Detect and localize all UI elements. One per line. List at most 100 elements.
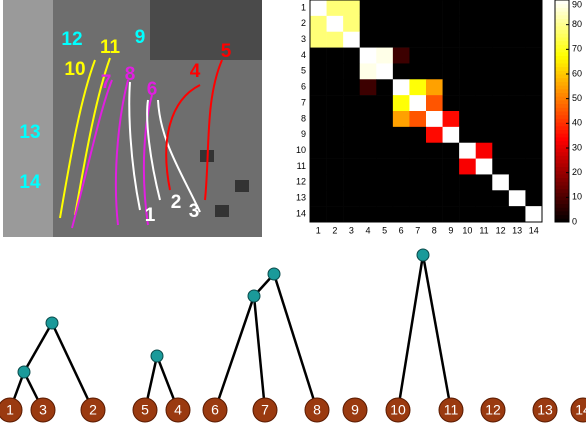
colorbar-step	[555, 56, 569, 60]
heat-cell	[426, 63, 443, 79]
photo-label: 14	[19, 172, 41, 193]
heat-cell	[360, 16, 377, 32]
heat-cell	[476, 48, 493, 64]
heat-cell	[525, 32, 542, 48]
heat-cell	[426, 190, 443, 206]
heat-cell	[409, 190, 426, 206]
colorbar-step	[555, 181, 569, 185]
photo-label: 13	[19, 122, 40, 143]
heat-cell	[459, 0, 476, 16]
colorbar-tick-label: 90	[572, 0, 582, 9]
heat-cell	[476, 127, 493, 143]
heat-cell	[426, 48, 443, 64]
tree-node	[417, 249, 429, 261]
y-tick-label: 5	[301, 66, 306, 76]
heat-cell	[492, 174, 509, 190]
photo-label: 5	[221, 41, 232, 62]
heat-cell	[327, 48, 344, 64]
colorbar-step	[555, 93, 569, 97]
heat-cell	[459, 79, 476, 95]
heat-cell	[443, 63, 460, 79]
heat-cell	[476, 206, 493, 222]
heat-cell	[393, 32, 410, 48]
heat-cell	[376, 111, 393, 127]
colorbar-step	[555, 152, 569, 156]
leaf-label: 14	[575, 402, 586, 418]
leaf-label: 1	[6, 402, 14, 418]
heat-cell	[360, 127, 377, 143]
heat-cell	[476, 174, 493, 190]
heat-cell	[459, 206, 476, 222]
heat-cell	[409, 48, 426, 64]
heat-cell	[492, 111, 509, 127]
heat-cell	[443, 206, 460, 222]
heat-cell	[525, 0, 542, 16]
colorbar-step	[555, 133, 569, 137]
colorbar-step	[555, 159, 569, 163]
heat-cell	[409, 143, 426, 159]
tree-node	[18, 366, 30, 378]
photo-label: 7	[101, 72, 112, 93]
colorbar-step	[555, 11, 569, 15]
heat-cell	[310, 16, 327, 32]
colorbar-step	[555, 0, 569, 4]
heat-cell	[426, 174, 443, 190]
heat-cell	[343, 48, 360, 64]
heat-cell	[509, 111, 526, 127]
heat-cell	[393, 190, 410, 206]
heat-cell	[393, 16, 410, 32]
heat-cell	[360, 79, 377, 95]
colorbar-tick-label: 10	[572, 192, 582, 202]
heat-cell	[426, 32, 443, 48]
y-tick-label: 1	[301, 2, 306, 12]
heat-cell	[310, 190, 327, 206]
photo-label: 6	[147, 79, 158, 100]
heat-cell	[426, 206, 443, 222]
heat-cell	[310, 143, 327, 159]
x-tick-label: 11	[479, 225, 488, 235]
colorbar-step	[555, 19, 569, 23]
heat-cell	[360, 143, 377, 159]
heat-cell	[426, 95, 443, 111]
heat-cell	[409, 159, 426, 175]
colorbar-step	[555, 211, 569, 215]
heat-cell	[343, 32, 360, 48]
heat-cell	[409, 63, 426, 79]
colorbar-step	[555, 118, 569, 122]
x-tick-label: 7	[415, 225, 420, 235]
heat-cell	[443, 95, 460, 111]
y-tick-label: 14	[296, 208, 306, 218]
colorbar-step	[555, 104, 569, 108]
y-tick-label: 6	[301, 82, 306, 92]
colorbar-step	[555, 200, 569, 204]
colorbar-tick-label: 30	[572, 142, 582, 152]
heat-cell	[443, 16, 460, 32]
photo-label: 10	[64, 59, 85, 80]
heat-cell	[459, 16, 476, 32]
photo-crowd	[150, 0, 262, 60]
heat-cell	[525, 63, 542, 79]
colorbar-step	[555, 130, 569, 134]
heat-cell	[492, 48, 509, 64]
y-tick-label: 7	[301, 97, 306, 107]
heat-cell	[343, 16, 360, 32]
colorbar-step	[555, 74, 569, 78]
heat-cell	[509, 190, 526, 206]
photo-label: 3	[189, 201, 200, 222]
heat-cell	[459, 63, 476, 79]
heat-cell	[360, 190, 377, 206]
colorbar-step	[555, 163, 569, 167]
colorbar-step	[555, 4, 569, 8]
y-tick-label: 11	[297, 161, 306, 171]
tree-edge	[254, 296, 265, 410]
figure: 1291110876451314321 12345678910111213141…	[0, 0, 586, 434]
colorbar-tick-label: 40	[572, 118, 582, 128]
heat-cell	[376, 16, 393, 32]
leaf-label: 7	[261, 402, 269, 418]
photo-label: 9	[135, 27, 146, 48]
tree-leaves: 1325467891011121314	[0, 398, 586, 422]
photo-label: 8	[125, 64, 136, 85]
colorbar-step	[555, 26, 569, 30]
x-tick-label: 12	[496, 225, 506, 235]
heat-cell	[310, 32, 327, 48]
